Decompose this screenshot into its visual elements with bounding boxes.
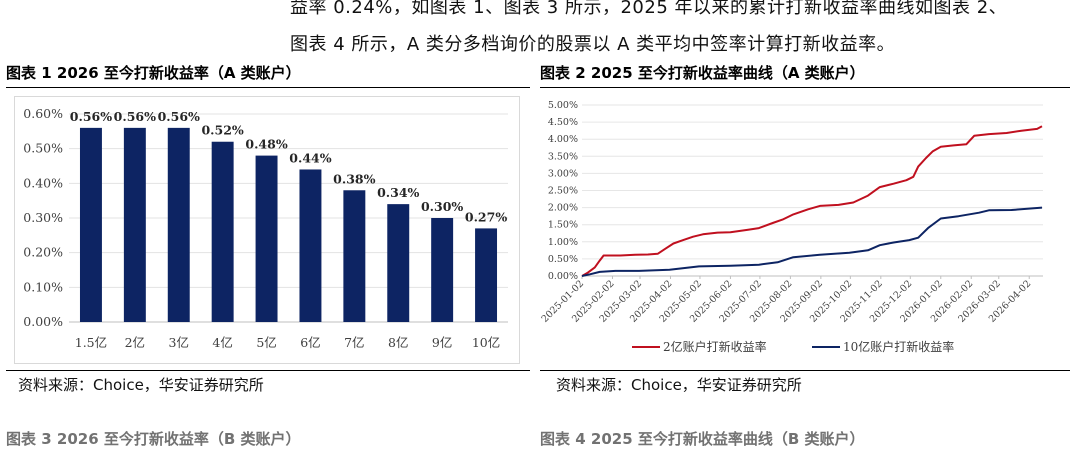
figure-1-top-rule — [6, 87, 530, 88]
data-label: 0.52% — [201, 123, 243, 138]
bar — [211, 141, 234, 322]
y-tick-label: 2.00% — [548, 203, 578, 214]
data-label: 0.27% — [465, 209, 507, 224]
y-tick-label: 5.00% — [548, 100, 578, 111]
x-tick-label: 9亿 — [432, 335, 452, 350]
bar — [431, 218, 454, 322]
x-tick-label: 6亿 — [300, 335, 320, 350]
data-label: 0.56% — [158, 109, 200, 124]
x-tick-label: 8亿 — [388, 335, 408, 350]
y-tick-label: 0.50% — [23, 141, 63, 156]
y-tick-label: 0.40% — [23, 175, 63, 190]
y-tick-label: 0.20% — [23, 245, 63, 260]
data-label: 0.30% — [421, 199, 463, 214]
bar — [167, 127, 190, 322]
y-tick-label: 3.00% — [548, 168, 578, 179]
x-tick-label: 4亿 — [212, 335, 232, 350]
x-tick-label: 10亿 — [472, 335, 500, 350]
figure-1-bottom-rule — [6, 370, 530, 371]
legend-label: 10亿账户打新收益率 — [843, 339, 954, 354]
y-tick-label: 4.50% — [548, 117, 578, 128]
bar — [123, 127, 146, 322]
y-tick-label: 0.00% — [548, 271, 578, 282]
y-tick-label: 0.00% — [23, 314, 63, 329]
bar-chart: 0.00% 0.10% 0.20% 0.30% 0.40% 0.50% 0.60% 0.56%… — [14, 96, 520, 364]
data-label: 0.38% — [333, 171, 375, 186]
bar — [299, 169, 322, 322]
line-chart: 0.00% 0.50% 1.00% 1.50% 2.00% 2.50% 3.00% 3.50%… — [540, 100, 1043, 354]
bar — [387, 204, 410, 322]
x-tick-label: 7亿 — [344, 335, 364, 350]
figure-2-source: 资料来源：Choice，华安证券研究所 — [556, 376, 802, 394]
y-tick-label: 4.00% — [548, 134, 578, 145]
x-tick-label: 2亿 — [125, 335, 145, 350]
figure-2-top-rule — [540, 87, 1070, 88]
bar — [343, 190, 366, 322]
intro-text-line-1: 益率 0.24%，如图表 1、图表 3 所示，2025 年以来的累计打新收益率曲… — [290, 0, 1008, 18]
y-tick-label: 3.50% — [548, 151, 578, 162]
intro-text-line-2: 图表 4 所示，A 类分多档询价的股票以 A 类平均中签率计算打新收益率。 — [290, 34, 896, 55]
plot-frame — [14, 96, 520, 364]
x-tick-label: 1.5亿 — [75, 335, 107, 350]
y-tick-label: 0.10% — [23, 279, 63, 294]
figure-3-title: 图表 3 2026 至今打新收益率（B 类账户） — [6, 430, 301, 448]
figure-1-title: 图表 1 2026 至今打新收益率（A 类账户） — [6, 64, 301, 82]
figure-4-title: 图表 4 2025 至今打新收益率曲线（B 类账户） — [540, 430, 865, 448]
figure-1-source: 资料来源：Choice，华安证券研究所 — [18, 376, 264, 394]
y-tick-label: 0.50% — [548, 254, 578, 265]
x-tick-label: 3亿 — [169, 335, 189, 350]
y-tick-label: 2.50% — [548, 186, 578, 197]
bar — [79, 127, 102, 322]
y-tick-label: 1.50% — [548, 220, 578, 231]
y-tick-label: 0.60% — [23, 106, 63, 121]
y-tick-label: 1.00% — [548, 237, 578, 248]
data-label: 0.56% — [114, 109, 156, 124]
data-label: 0.56% — [70, 109, 112, 124]
series-line-2yi — [581, 125, 1043, 277]
figure-2-title: 图表 2 2025 至今打新收益率曲线（A 类账户） — [540, 64, 865, 82]
figure-2-bottom-rule — [540, 370, 1070, 371]
series-line-10yi — [581, 206, 1043, 277]
legend-label: 2亿账户打新收益率 — [663, 339, 767, 354]
data-label: 0.48% — [245, 137, 287, 152]
data-label: 0.44% — [289, 150, 331, 165]
data-label: 0.34% — [377, 185, 419, 200]
y-tick-label: 0.30% — [23, 210, 63, 225]
x-tick-label: 5亿 — [256, 335, 276, 350]
bar — [255, 155, 278, 322]
bar — [475, 228, 498, 322]
